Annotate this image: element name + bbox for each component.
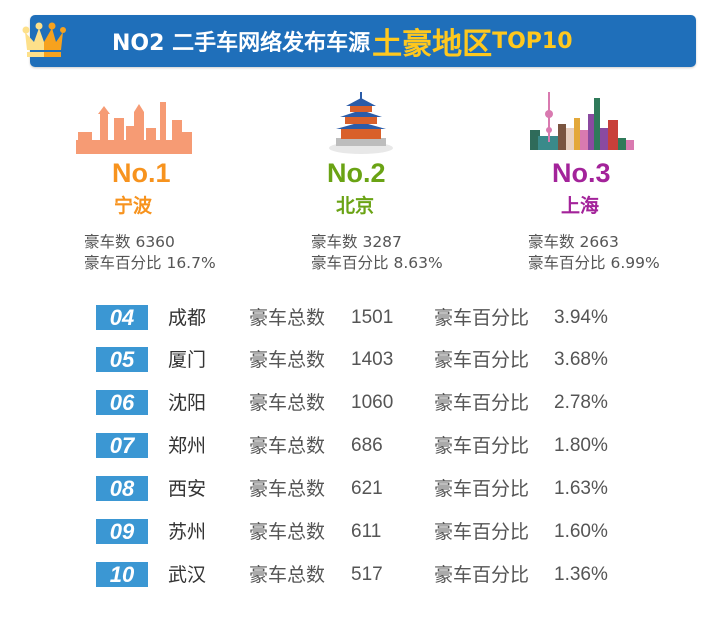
city-name: 苏州 [168,521,207,543]
total-value: 611 [351,521,382,542]
pct-label: 豪车百分比 [434,392,530,414]
rank-2-city: 北京 [336,195,375,217]
rank-badge: 09 [96,519,148,544]
pct-value: 1.80% [554,435,608,456]
city-name: 成都 [168,307,207,329]
rank-3-count: 豪车数 2663 [528,233,619,251]
pct-value: 1.36% [554,564,608,585]
total-value: 1060 [351,392,394,413]
total-label: 豪车总数 [249,307,326,329]
rank-badge: 05 [96,347,148,372]
rank-badge: 07 [96,433,148,458]
list-item: 06 沈阳 豪车总数 1060 豪车百分比 2.78% [96,390,656,418]
pct-value: 1.63% [554,478,608,499]
city-name: 厦门 [168,349,207,371]
city-name: 武汉 [168,564,207,586]
rank-badge: 10 [96,562,148,587]
rank-2-count: 豪车数 3287 [311,233,402,251]
rank-badge: 06 [96,390,148,415]
crown-icon [22,22,66,57]
city-name: 沈阳 [168,392,207,414]
list-item: 08 西安 豪车总数 621 豪车百分比 1.63% [96,476,656,504]
total-label: 豪车总数 [249,392,326,414]
banner-title-prefix: NO2 二手车网络发布车源 [112,31,371,56]
banner-title: NO2 二手车网络发布车源 土豪地区 TOP10 [112,15,573,67]
rank-1-label: No.1 [112,158,171,188]
rank-2-label: No.2 [327,158,386,188]
pct-label: 豪车百分比 [434,435,530,457]
total-value: 1501 [351,307,394,328]
list-item: 09 苏州 豪车总数 611 豪车百分比 1.60% [96,519,656,547]
total-value: 621 [351,478,383,499]
banner-title-highlight: 土豪地区 [372,27,493,62]
temple-of-heaven-icon [329,92,393,154]
pct-value: 2.78% [554,392,608,413]
rank-1-pct: 豪车百分比 16.7% [84,254,216,272]
rank-1-count: 豪车数 6360 [84,233,175,251]
pct-value: 1.60% [554,521,608,542]
total-value: 1403 [351,349,394,370]
pct-label: 豪车百分比 [434,307,530,329]
rank-1-city: 宁波 [114,195,153,217]
total-value: 517 [351,564,383,585]
rank-badge: 08 [96,476,148,501]
list-item: 07 郑州 豪车总数 686 豪车百分比 1.80% [96,433,656,461]
rank-3-pct: 豪车百分比 6.99% [528,254,660,272]
city-name: 西安 [168,478,207,500]
list-item: 04 成都 豪车总数 1501 豪车百分比 3.94% [96,305,656,333]
pct-label: 豪车百分比 [434,349,530,371]
pct-value: 3.68% [554,349,608,370]
total-label: 豪车总数 [249,564,326,586]
pct-label: 豪车百分比 [434,564,530,586]
total-label: 豪车总数 [249,521,326,543]
list-item: 05 厦门 豪车总数 1403 豪车百分比 3.68% [96,347,656,375]
total-label: 豪车总数 [249,435,326,457]
rank-3-city: 上海 [561,195,600,217]
title-banner [30,15,696,67]
shanghai-skyline-icon [530,92,634,150]
list-item: 10 武汉 豪车总数 517 豪车百分比 1.36% [96,562,656,590]
ningbo-skyline-icon [76,102,192,154]
total-label: 豪车总数 [249,478,326,500]
total-label: 豪车总数 [249,349,326,371]
rank-badge: 04 [96,305,148,330]
banner-title-suffix: TOP10 [492,28,573,54]
rank-2-pct: 豪车百分比 8.63% [311,254,443,272]
total-value: 686 [351,435,383,456]
rank-3-label: No.3 [552,158,611,188]
city-name: 郑州 [168,435,207,457]
pct-value: 3.94% [554,307,608,328]
pct-label: 豪车百分比 [434,521,530,543]
pct-label: 豪车百分比 [434,478,530,500]
